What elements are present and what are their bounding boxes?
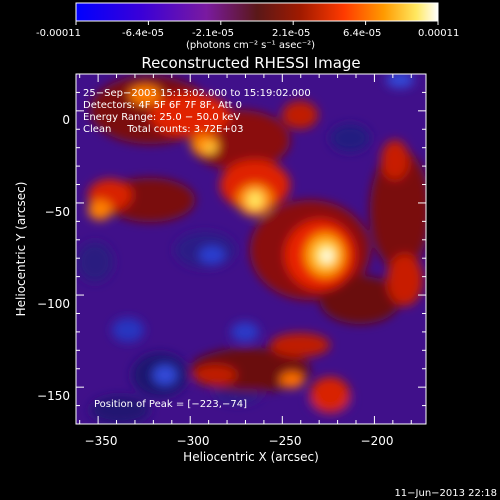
x-tick-label-1: −300 — [177, 434, 210, 448]
y-tick-label-3: −150 — [37, 389, 70, 403]
colorbar-tick-label-2: -2.1e-05 — [192, 28, 234, 39]
annotation-energy-range: Energy Range: 25.0 − 50.0 keV — [83, 112, 240, 123]
colorbar-tick-label-4: 6.4e-05 — [343, 28, 381, 39]
x-tick-label-0: −350 — [85, 434, 118, 448]
x-axis-label: Heliocentric X (arcsec) — [183, 450, 319, 464]
plot-frame — [75, 73, 427, 425]
annotation-total-counts: Clean Total counts: 3.72E+03 — [83, 124, 243, 135]
y-tick-label-2: −100 — [37, 297, 70, 311]
x-axis-ticks — [79, 74, 412, 424]
footer-timestamp: 11−Jun−2013 22:18 — [394, 488, 497, 499]
y-axis-label: Heliocentric Y (arcsec) — [14, 182, 28, 317]
x-tick-label-2: −250 — [269, 434, 302, 448]
colorbar-ticks — [75, 21, 439, 25]
colorbar-tick-label-0: -0.00011 — [36, 28, 81, 39]
peak-position-label: Position of Peak = [−223,−74] — [94, 399, 247, 410]
y-axis-ticks — [76, 73, 426, 425]
colorbar-tick-label-3: 2.1e-05 — [272, 28, 310, 39]
annotation-detectors: Detectors: 4F 5F 6F 7F 8F, Att 0 — [83, 100, 242, 111]
chart-title: Reconstructed RHESSI Image — [141, 54, 360, 72]
x-tick-label-3: −200 — [361, 434, 394, 448]
heatmap-image — [77, 74, 426, 424]
colorbar-tick-label-1: -6.4e-05 — [122, 28, 164, 39]
colorbar-tick-label-5: 0.00011 — [418, 28, 459, 39]
colorbar — [75, 2, 439, 22]
colorbar-unit-label: (photons cm⁻² s⁻¹ asec⁻²) — [186, 40, 315, 51]
y-tick-label-1: −50 — [45, 205, 70, 219]
y-tick-label-0: 0 — [62, 113, 70, 127]
annotation-time-range: 25−Sep−2003 15:13:02.000 to 15:19:02.000 — [83, 88, 311, 99]
